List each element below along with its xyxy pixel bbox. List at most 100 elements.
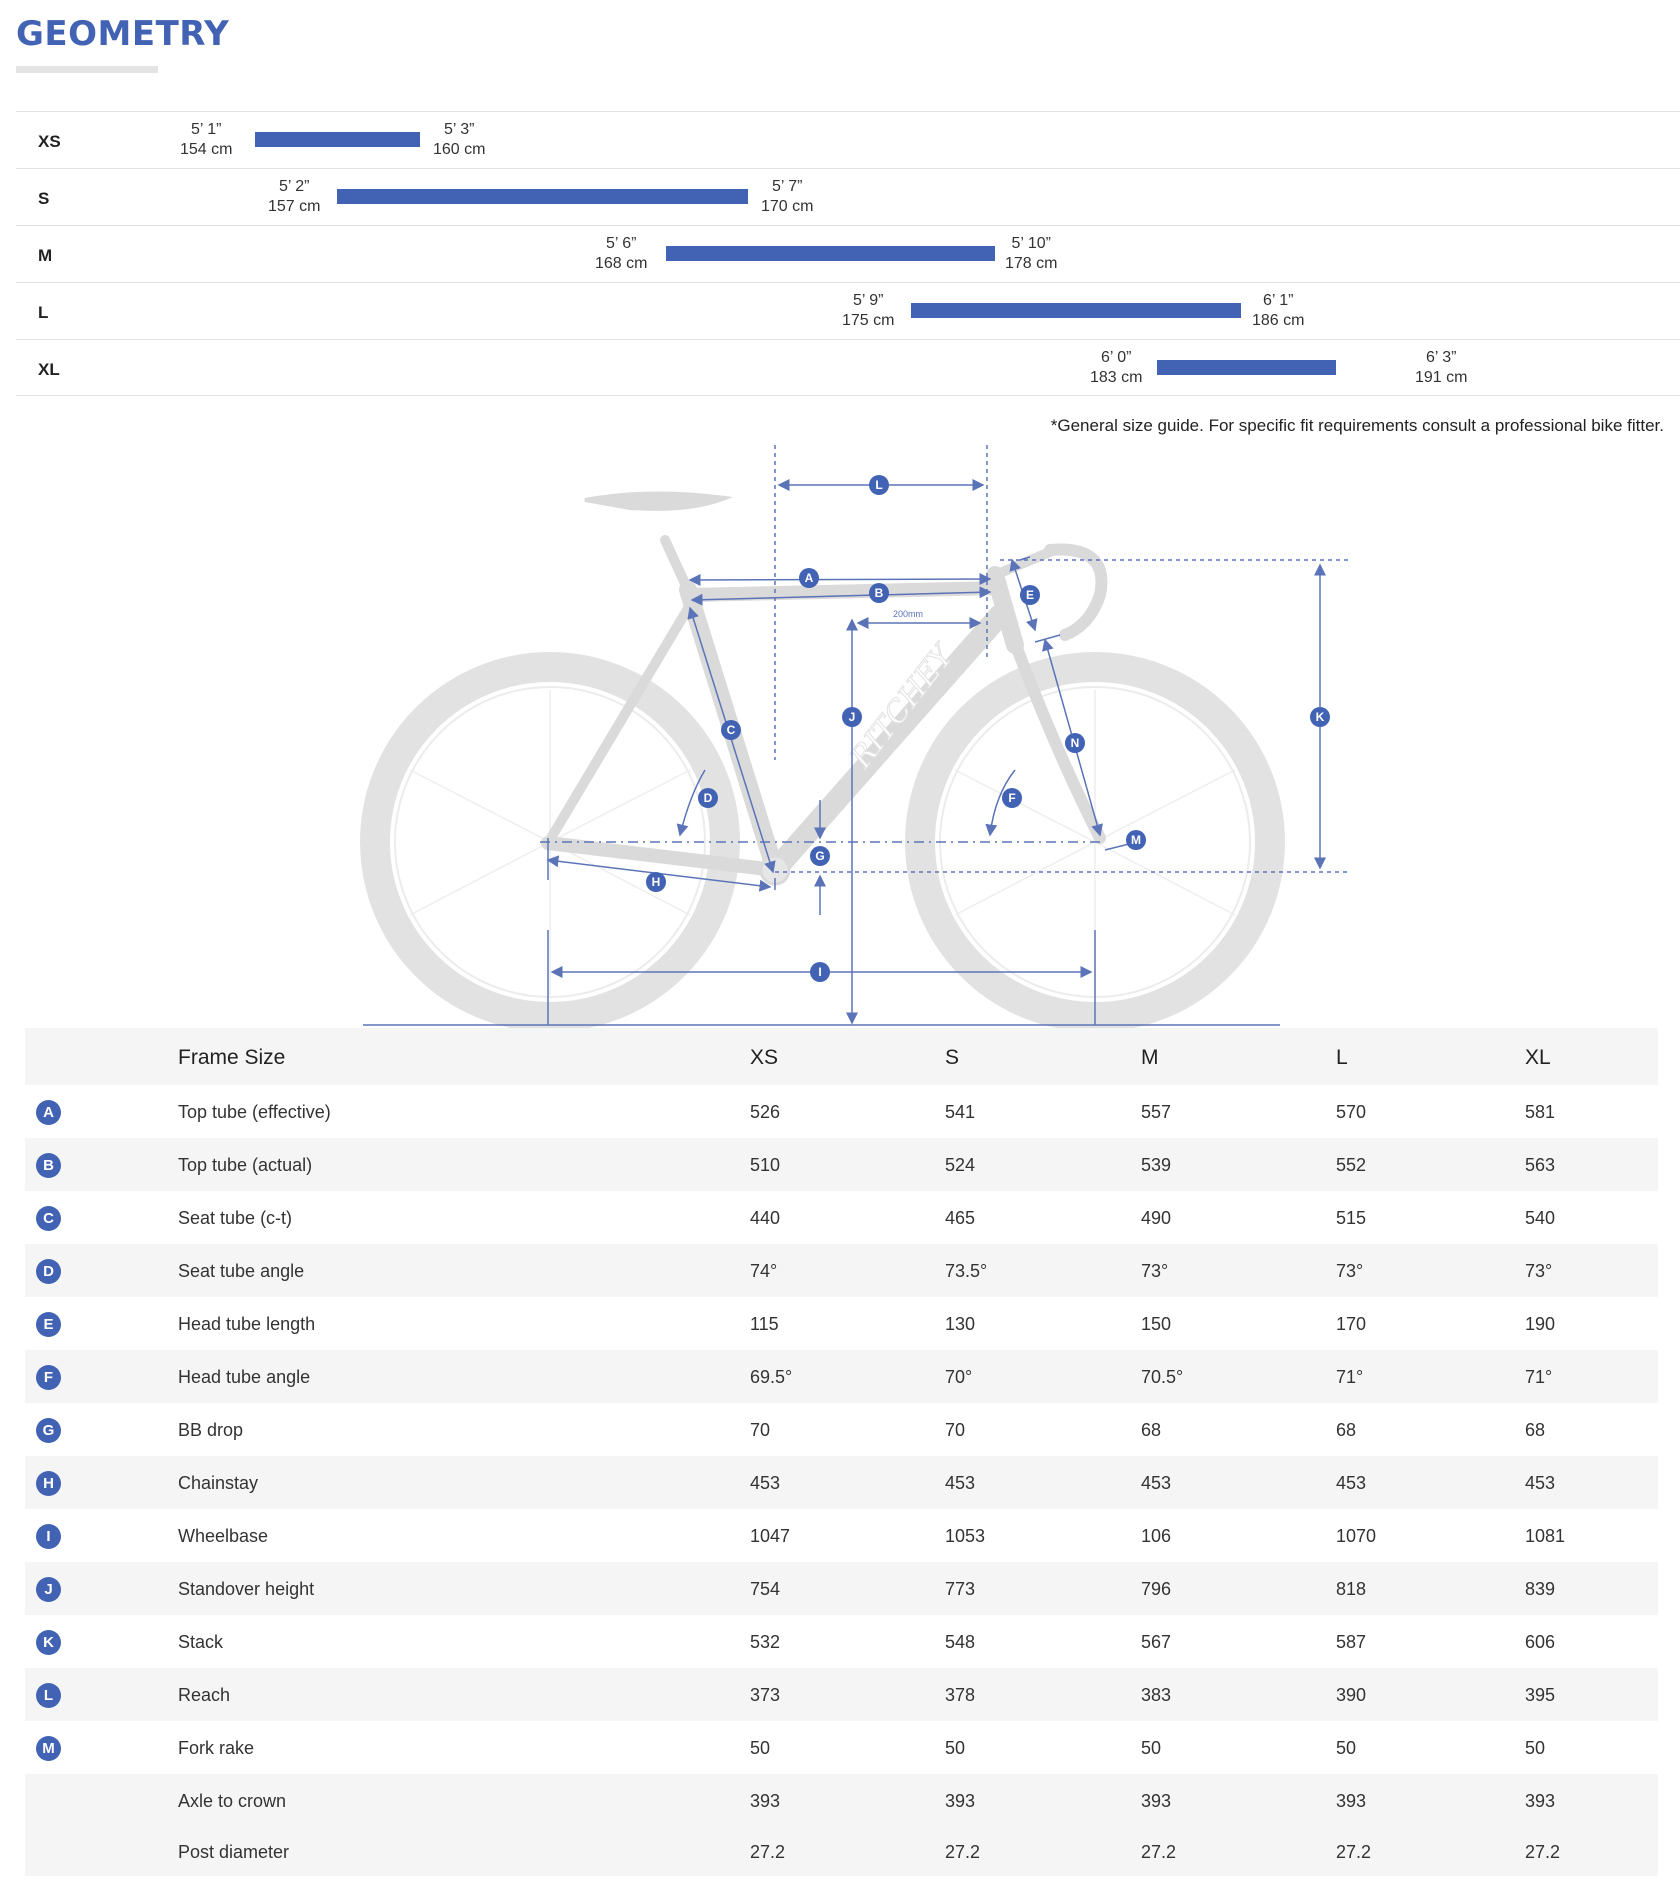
value-l: 71° — [1336, 1367, 1364, 1387]
svg-text:I: I — [818, 965, 821, 979]
size-header-m: M — [1141, 1046, 1159, 1069]
value-xs: 453 — [750, 1473, 781, 1493]
row-label: Head tube length — [178, 1314, 316, 1334]
value-m: 490 — [1141, 1208, 1172, 1228]
height-range-bar — [911, 303, 1241, 318]
row-badge: D — [36, 1259, 61, 1284]
row-label: Chainstay — [178, 1473, 259, 1493]
max-height-cm: 191 cm — [1415, 369, 1468, 386]
badge-d: D — [698, 788, 718, 808]
row-badge: E — [36, 1312, 61, 1337]
min-height-cm: 183 cm — [1090, 369, 1143, 386]
min-height-label: 5’ 2” 157 cm — [268, 177, 320, 217]
value-xs: 526 — [750, 1102, 781, 1122]
value-l: 552 — [1336, 1155, 1367, 1175]
value-xs: 50 — [750, 1738, 771, 1758]
value-m: 383 — [1141, 1685, 1172, 1705]
min-height-cm: 154 cm — [180, 141, 233, 158]
height-range-bar — [255, 132, 420, 147]
table-header-row: Frame Size XS S M L XL — [25, 1028, 1658, 1085]
value-xs: 393 — [750, 1791, 781, 1811]
value-l: 453 — [1336, 1473, 1367, 1493]
value-xs: 27.2 — [750, 1842, 786, 1862]
row-badge: K — [36, 1630, 61, 1655]
height-range-bar — [1157, 360, 1336, 375]
max-height-ft: 5’ 3” — [443, 121, 475, 138]
max-height-label: 6’ 3” 191 cm — [1415, 348, 1467, 388]
bike-geometry-diagram: RITCHEY 200mm L A B E — [360, 445, 1350, 1030]
value-l: 27.2 — [1336, 1842, 1372, 1862]
value-s: 378 — [945, 1685, 976, 1705]
value-xl: 393 — [1525, 1791, 1556, 1811]
value-xl: 1081 — [1525, 1526, 1566, 1546]
value-xl: 190 — [1525, 1314, 1556, 1334]
row-label: Seat tube angle — [178, 1261, 305, 1281]
row-badge: J — [36, 1577, 61, 1602]
row-badge: F — [36, 1365, 61, 1390]
value-m: 567 — [1141, 1632, 1172, 1652]
min-height-label: 6’ 0” 183 cm — [1090, 348, 1142, 388]
max-height-label: 5’ 10” 178 cm — [1005, 234, 1057, 274]
value-l: 515 — [1336, 1208, 1367, 1228]
value-s: 70° — [945, 1367, 973, 1387]
value-xs: 115 — [750, 1314, 779, 1334]
table-row: F Head tube angle 69.5° 70° 70.5° 71° 71… — [25, 1350, 1658, 1403]
size-label: S — [38, 189, 50, 208]
value-l: 170 — [1336, 1314, 1367, 1334]
value-xl: 581 — [1525, 1102, 1556, 1122]
svg-text:J: J — [849, 710, 856, 724]
value-xl: 73° — [1525, 1261, 1553, 1281]
svg-text:H: H — [652, 875, 661, 889]
value-l: 73° — [1336, 1261, 1364, 1281]
value-xl: 540 — [1525, 1208, 1556, 1228]
row-label: Axle to crown — [178, 1791, 287, 1811]
svg-text:A: A — [805, 571, 814, 585]
geometry-table: Frame Size XS S M L XL A Top tube (effec… — [25, 1028, 1658, 1876]
table-row: C Seat tube (c-t) 440 465 490 515 540 — [25, 1191, 1658, 1244]
badge-k: K — [1310, 707, 1330, 727]
min-height-label: 5’ 9” 175 cm — [842, 291, 894, 331]
size-row-s: S 5’ 2” 157 cm 5’ 7” 170 cm — [16, 168, 1680, 225]
min-height-label: 5’ 1” 154 cm — [180, 120, 232, 160]
page-title: GEOMETRY — [16, 14, 230, 54]
value-xs: 1047 — [750, 1526, 791, 1546]
value-m: 73° — [1141, 1261, 1169, 1281]
value-m: 68 — [1141, 1420, 1162, 1440]
row-badge: C — [36, 1206, 61, 1231]
table-row: H Chainstay 453 453 453 453 453 — [25, 1456, 1658, 1509]
size-row-xl: XL 6’ 0” 183 cm 6’ 3” 191 cm — [16, 339, 1680, 396]
value-l: 1070 — [1336, 1526, 1377, 1546]
value-l: 390 — [1336, 1685, 1367, 1705]
value-xs: 373 — [750, 1685, 781, 1705]
svg-text:B: B — [875, 586, 884, 600]
max-height-label: 5’ 7” 170 cm — [761, 177, 813, 217]
max-height-ft: 5’ 10” — [1011, 235, 1051, 252]
table-row: Axle to crown 393 393 393 393 393 — [25, 1774, 1658, 1825]
row-label: Post diameter — [178, 1842, 290, 1862]
table-row: K Stack 532 548 567 587 606 — [25, 1615, 1658, 1668]
value-m: 70.5° — [1141, 1367, 1184, 1387]
min-height-ft: 5’ 6” — [605, 235, 637, 252]
max-height-label: 6’ 1” 186 cm — [1252, 291, 1304, 331]
value-s: 393 — [945, 1791, 976, 1811]
value-l: 587 — [1336, 1632, 1367, 1652]
wheel-spokes — [409, 690, 1236, 995]
badge-h: H — [646, 872, 666, 892]
value-m: 453 — [1141, 1473, 1172, 1493]
max-height-ft: 6’ 1” — [1262, 292, 1294, 309]
value-xl: 50 — [1525, 1738, 1546, 1758]
table-row: L Reach 373 378 383 390 395 — [25, 1668, 1658, 1721]
min-height-label: 5’ 6” 168 cm — [595, 234, 647, 274]
value-s: 548 — [945, 1632, 976, 1652]
size-row-m: M 5’ 6” 168 cm 5’ 10” 178 cm — [16, 225, 1680, 282]
badge-c: C — [721, 720, 741, 740]
svg-text:E: E — [1026, 588, 1034, 602]
row-badge: A — [36, 1100, 61, 1125]
value-l: 393 — [1336, 1791, 1367, 1811]
value-xs: 754 — [750, 1579, 781, 1599]
value-m: 393 — [1141, 1791, 1172, 1811]
size-header-l: L — [1336, 1046, 1348, 1069]
row-label: Head tube angle — [178, 1367, 311, 1387]
value-xs: 69.5° — [750, 1367, 793, 1387]
svg-text:L: L — [875, 478, 882, 492]
